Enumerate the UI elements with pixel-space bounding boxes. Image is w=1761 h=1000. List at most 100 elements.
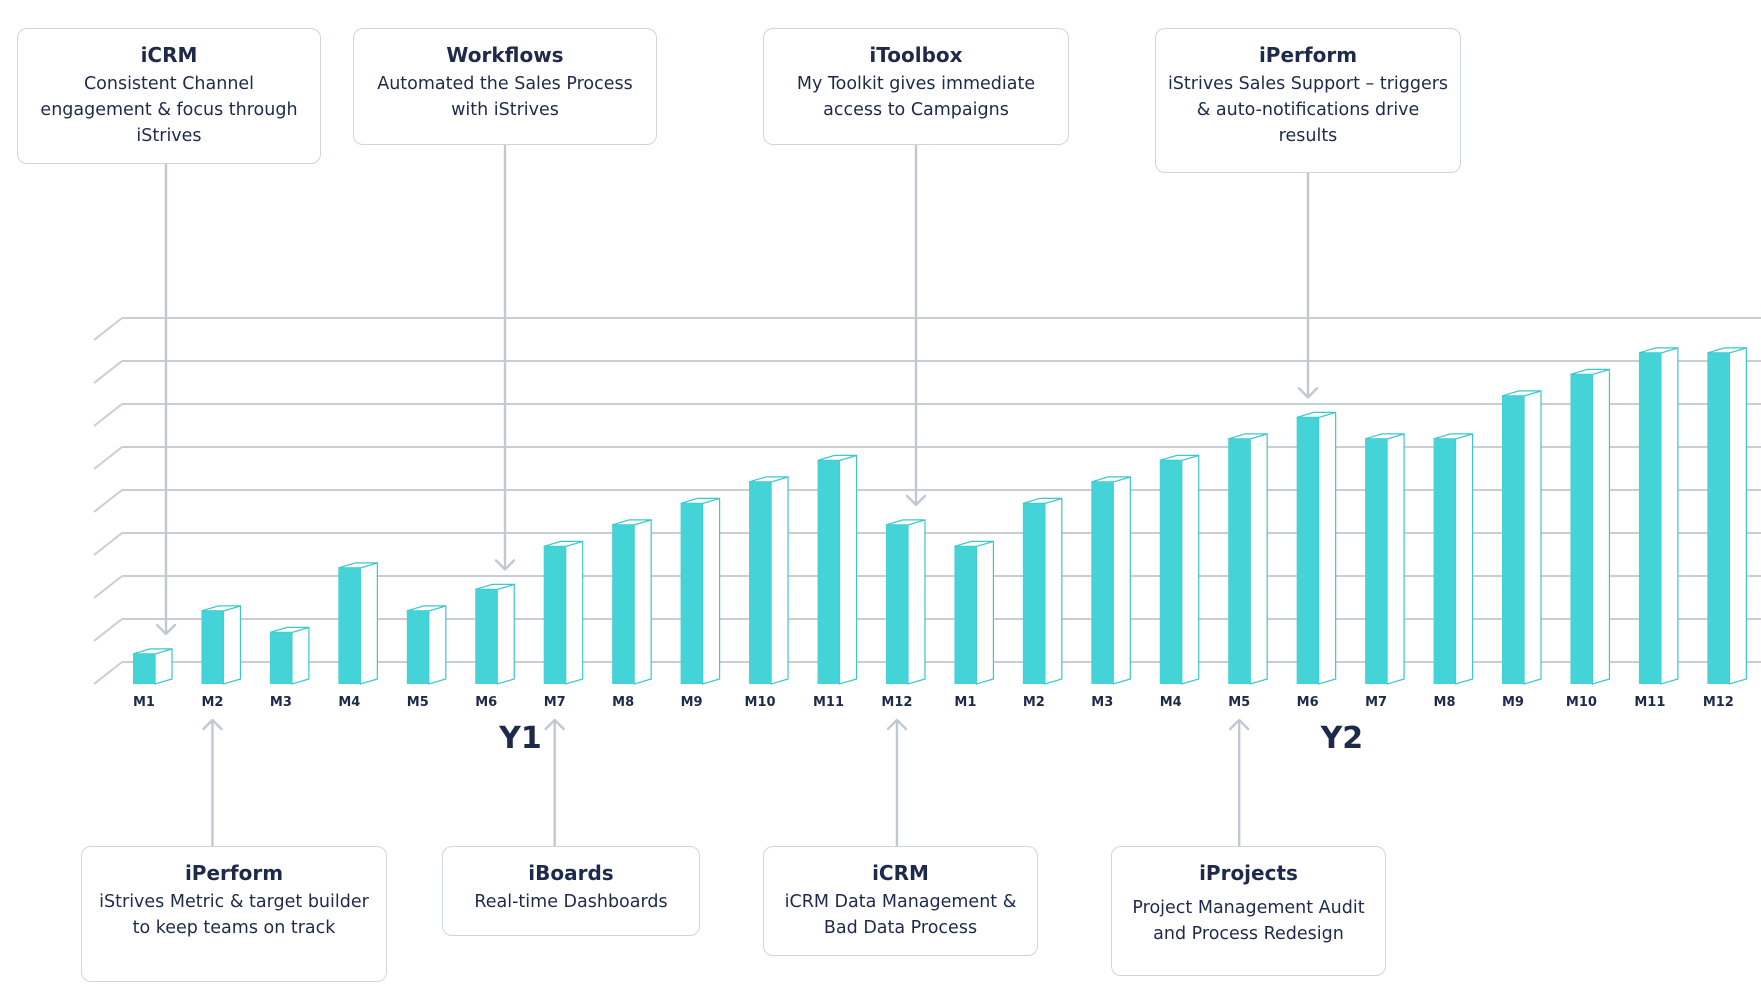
arrow-head bbox=[1229, 718, 1250, 731]
bar bbox=[1228, 433, 1268, 685]
x-tick-label: M2 bbox=[1023, 695, 1045, 710]
gridline-side bbox=[93, 532, 123, 556]
bar-front bbox=[475, 589, 498, 684]
gridline-side bbox=[93, 446, 123, 470]
x-tick-label: M11 bbox=[813, 695, 844, 710]
bar-front bbox=[817, 460, 840, 684]
callout-iperform-bottom: iPerform iStrives Metric & target builde… bbox=[81, 846, 387, 982]
year-label: Y2 bbox=[1320, 721, 1364, 756]
bar bbox=[543, 540, 584, 685]
x-tick-label: M12 bbox=[1703, 695, 1734, 710]
gridline-side bbox=[93, 489, 123, 513]
arrow-head bbox=[905, 494, 927, 507]
bar-front bbox=[612, 524, 635, 684]
x-tick-label: M12 bbox=[881, 695, 912, 710]
x-tick-label: M9 bbox=[681, 695, 703, 710]
bar-front bbox=[1570, 374, 1593, 684]
bar-front bbox=[1228, 438, 1251, 684]
callout-description: Consistent Channel engagement & focus th… bbox=[40, 74, 298, 146]
x-tick-label: M7 bbox=[1365, 695, 1387, 710]
bar-side bbox=[1112, 476, 1131, 685]
x-tick-label: M1 bbox=[133, 695, 155, 710]
bar-side bbox=[359, 562, 378, 685]
bar bbox=[1433, 433, 1474, 685]
bar bbox=[132, 648, 173, 685]
x-tick-label: M6 bbox=[1297, 695, 1319, 710]
bar-side bbox=[1728, 347, 1747, 685]
callout-description: iCRM Data Management & Bad Data Process bbox=[784, 892, 1017, 938]
bar-side bbox=[1318, 411, 1337, 685]
callout-title: iCRM bbox=[140, 43, 198, 67]
bar-side bbox=[633, 519, 652, 685]
x-tick-label: M8 bbox=[612, 695, 634, 710]
bar bbox=[338, 562, 378, 685]
x-tick-label: M10 bbox=[745, 695, 776, 710]
bar-front bbox=[1091, 481, 1114, 684]
callout-iperform-top: iPerform iStrives Sales Support – trigge… bbox=[1155, 28, 1461, 173]
bar-side bbox=[701, 497, 721, 685]
arrow-head bbox=[886, 718, 908, 731]
gridline-side bbox=[93, 618, 123, 642]
bar bbox=[475, 583, 515, 685]
bar-side bbox=[222, 605, 242, 685]
bar-front bbox=[885, 524, 908, 684]
bar-side bbox=[154, 648, 173, 685]
bar bbox=[1091, 476, 1131, 685]
bar-side bbox=[1591, 368, 1611, 685]
callout-description: My Toolkit gives immediate access to Cam… bbox=[796, 74, 1036, 120]
bar bbox=[269, 626, 310, 685]
bars bbox=[132, 347, 1747, 685]
bar bbox=[680, 497, 721, 685]
callout-itoolbox: iToolbox My Toolkit gives immediate acce… bbox=[763, 28, 1069, 145]
callout-title: iPerform bbox=[1258, 43, 1358, 67]
bar-side bbox=[907, 519, 926, 685]
bar bbox=[748, 476, 789, 685]
bar-side bbox=[838, 454, 858, 685]
callout-title: Workflows bbox=[446, 43, 564, 67]
bar bbox=[1501, 390, 1542, 685]
bar-side bbox=[291, 626, 310, 685]
bar bbox=[201, 605, 242, 685]
gridline-side bbox=[93, 403, 123, 427]
callout-title: iToolbox bbox=[869, 43, 963, 67]
callout-description: iStrives Sales Support – triggers & auto… bbox=[1167, 74, 1449, 146]
bar-front bbox=[1022, 503, 1045, 684]
year-label: Y1 bbox=[498, 721, 542, 756]
bar bbox=[1638, 347, 1679, 685]
bar bbox=[1570, 368, 1611, 685]
bar-side bbox=[1523, 390, 1542, 685]
bar-side bbox=[1660, 347, 1679, 685]
bar-front bbox=[543, 546, 566, 684]
arrow-head bbox=[202, 718, 223, 731]
arrow-head bbox=[155, 623, 177, 636]
bar-front bbox=[269, 632, 292, 684]
bar-front bbox=[338, 567, 361, 684]
bar-side bbox=[428, 605, 447, 685]
x-tick-labels: M1 M2 M3 M4 M5 M6 M7 M8 M9 M10 M11 M12 M1 M2 M3 M4 M5 M6 M… bbox=[133, 695, 1734, 710]
bar bbox=[1022, 497, 1063, 685]
bar-front bbox=[201, 610, 224, 684]
callout-description: iStrives Metric & target builder to keep… bbox=[99, 892, 369, 938]
bar-front bbox=[1433, 438, 1456, 684]
bar-front bbox=[1159, 460, 1182, 684]
bar bbox=[817, 454, 858, 685]
bar-side bbox=[770, 476, 789, 685]
bar-side bbox=[975, 540, 995, 685]
arrow-head bbox=[544, 718, 565, 731]
bar bbox=[1707, 347, 1747, 685]
bar-side bbox=[1386, 433, 1405, 685]
callout-arrows bbox=[155, 145, 1319, 846]
gridline-side bbox=[93, 661, 123, 685]
gridline-side bbox=[93, 575, 123, 599]
x-tick-label: M6 bbox=[475, 695, 497, 710]
callout-title: iCRM bbox=[872, 861, 929, 885]
gridline-side bbox=[93, 360, 123, 384]
bar bbox=[406, 605, 447, 685]
callout-title: iPerform bbox=[184, 861, 284, 885]
bar bbox=[1159, 454, 1200, 685]
bar-front bbox=[1707, 352, 1730, 684]
bar bbox=[954, 540, 995, 685]
bar bbox=[885, 519, 926, 685]
gridline-side bbox=[93, 317, 123, 341]
